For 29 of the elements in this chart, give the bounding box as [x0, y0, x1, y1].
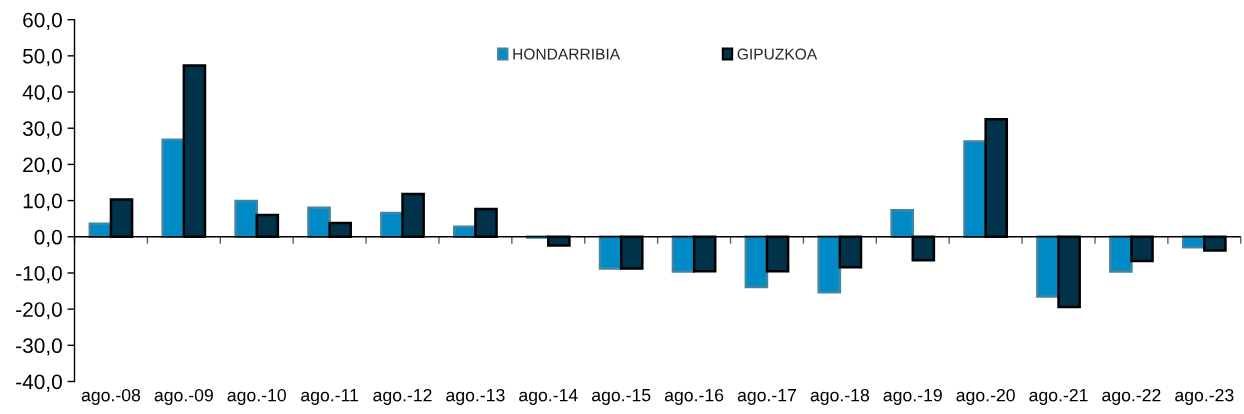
x-tick-label: ago.-20 — [956, 388, 1015, 405]
x-tick-label: ago.-17 — [737, 389, 797, 405]
x-tick-label: ago.-08 — [81, 388, 141, 405]
y-tick-label: 20,0 — [23, 157, 62, 175]
x-tick-label: ago.-22 — [1102, 388, 1161, 405]
x-tick-label: ago.-14 — [519, 389, 578, 405]
y-tick-label: -30,0 — [16, 338, 62, 356]
legend-label: HONDARRIBIA — [513, 48, 621, 60]
y-tick-label: 30,0 — [22, 121, 62, 139]
y-tick-label: 0,0 — [34, 229, 62, 247]
x-tick-label: ago.-19 — [883, 388, 942, 405]
y-tick-label: 60,0 — [23, 12, 62, 30]
y-tick-label: 40,0 — [22, 85, 62, 103]
x-tick-label: ago.-11 — [301, 389, 359, 405]
x-tick-label: ago.-21 — [1029, 388, 1088, 405]
x-tick-label: ago.-16 — [664, 388, 724, 405]
x-tick-label: ago.-09 — [154, 388, 213, 405]
x-tick-label: ago.-18 — [810, 388, 870, 405]
x-tick-label: ago.-15 — [592, 389, 651, 405]
x-tick-label: ago.-23 — [1175, 388, 1234, 405]
y-tick-label: 50,0 — [23, 48, 62, 67]
x-tick-label: ago.-13 — [446, 388, 505, 405]
legend-label: GIPUZKOA — [737, 48, 818, 60]
y-tick-label: -10,0 — [16, 265, 62, 284]
y-tick-label: -40,0 — [16, 374, 62, 392]
y-tick-label: -20,0 — [16, 302, 62, 320]
y-tick-label: 10,0 — [23, 193, 62, 211]
x-tick-label: ago.-10 — [227, 388, 286, 405]
x-tick-label: ago.-12 — [373, 388, 432, 405]
